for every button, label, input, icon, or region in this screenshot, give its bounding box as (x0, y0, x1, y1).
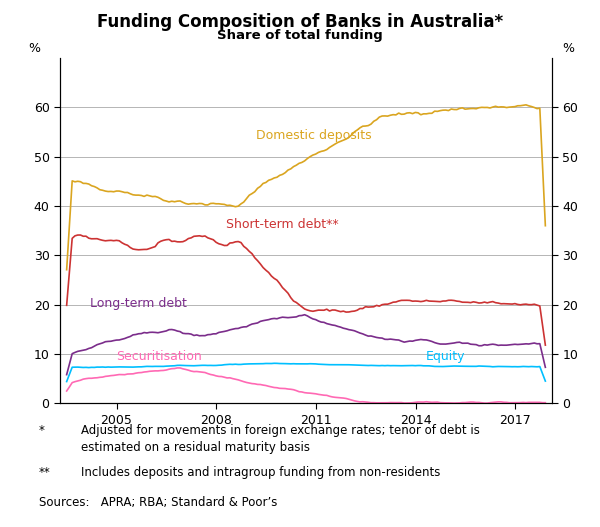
Text: Securitisation: Securitisation (116, 350, 202, 363)
Text: Short-term debt**: Short-term debt** (226, 218, 339, 231)
Text: Funding Composition of Banks in Australia*: Funding Composition of Banks in Australi… (97, 13, 503, 31)
Text: **: ** (39, 466, 51, 480)
Text: %: % (28, 42, 40, 54)
Text: Sources:   APRA; RBA; Standard & Poor’s: Sources: APRA; RBA; Standard & Poor’s (39, 496, 277, 510)
Text: *: * (39, 424, 45, 437)
Text: Adjusted for movements in foreign exchange rates; tenor of debt is
estimated on : Adjusted for movements in foreign exchan… (81, 424, 480, 454)
Text: Long-term debt: Long-term debt (90, 297, 187, 310)
Text: Share of total funding: Share of total funding (217, 29, 383, 42)
Text: %: % (562, 42, 574, 54)
Text: Domestic deposits: Domestic deposits (256, 129, 372, 142)
Text: Equity: Equity (425, 350, 465, 363)
Text: Includes deposits and intragroup funding from non-residents: Includes deposits and intragroup funding… (81, 466, 440, 480)
